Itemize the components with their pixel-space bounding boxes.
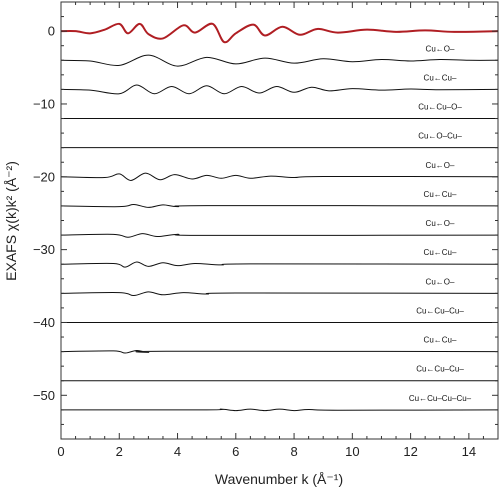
- x-tick-label: 12: [403, 444, 417, 459]
- y-axis-label: EXAFS χ(k)k² (Å⁻²): [3, 161, 19, 281]
- path-label-10: Cu←Cu–Cu–: [416, 306, 464, 315]
- series-path-line-7: [60, 233, 499, 238]
- y-tick-label: −50: [33, 388, 55, 403]
- x-tick-label: 2: [116, 444, 123, 459]
- series-path-line-6: [60, 203, 499, 208]
- x-tick-label: 4: [174, 444, 181, 459]
- path-label-5: Cu←O–: [426, 161, 455, 170]
- series-path-line-1: [60, 54, 499, 67]
- path-label-2: Cu←Cu–: [424, 73, 457, 82]
- x-tick-label: 6: [232, 444, 239, 459]
- path-label-13: Cu←Cu–Cu–Cu–: [409, 394, 472, 403]
- path-label-8: Cu←Cu–: [424, 248, 457, 257]
- series-path-line-2: [60, 84, 499, 95]
- path-label-1: Cu←O–: [426, 44, 455, 53]
- y-tick-label: 0: [48, 24, 55, 39]
- series-path-line-8: [60, 261, 499, 268]
- series-path-line-5: [60, 172, 499, 181]
- x-tick-label: 14: [462, 444, 476, 459]
- x-axis-label: Wavenumber k (Å⁻¹): [215, 471, 343, 487]
- x-tick-label: 10: [345, 444, 359, 459]
- path-labels-layer: Cu←O–Cu←Cu–Cu←Cu–O–Cu←O–Cu–Cu←O–Cu←Cu–Cu…: [409, 44, 472, 403]
- y-tick-label: −40: [33, 315, 55, 330]
- series-path-line-11: [60, 350, 499, 354]
- series-path-line-9: [60, 291, 499, 297]
- x-tick-label: 8: [290, 444, 297, 459]
- path-label-4: Cu←O–Cu–: [418, 132, 462, 141]
- series-path-line-13: [60, 408, 499, 412]
- x-tick-label: 0: [57, 444, 64, 459]
- path-label-7: Cu←O–: [426, 219, 455, 228]
- series-layer: [60, 22, 499, 412]
- y-tick-label: −10: [33, 96, 55, 111]
- path-label-12: Cu←Cu–Cu–: [416, 365, 464, 374]
- path-label-9: Cu←O–: [426, 277, 455, 286]
- path-label-6: Cu←Cu–: [424, 190, 457, 199]
- y-tick-label: −20: [33, 169, 55, 184]
- plot-frame: [60, 1, 499, 440]
- path-label-3: Cu←Cu–O–: [418, 103, 462, 112]
- series-total-line: [60, 22, 499, 44]
- y-tick-label: −30: [33, 242, 55, 257]
- path-label-11: Cu←Cu–: [424, 336, 457, 345]
